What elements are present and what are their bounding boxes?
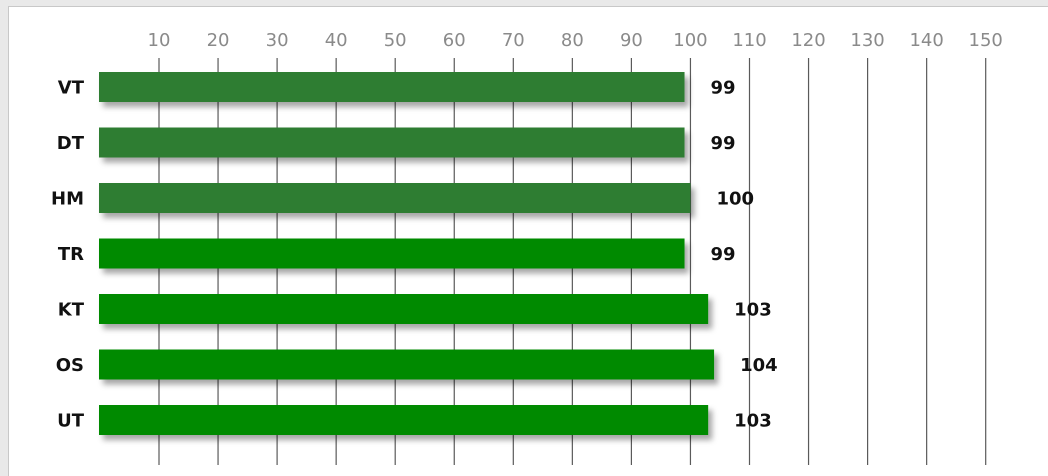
x-tick-label: 90 <box>620 30 643 51</box>
category-label: HM <box>51 189 84 210</box>
labels: 10 20 30 40 50 60 70 80 90 100 110 120 130 140 150 VT 99… <box>51 30 1003 432</box>
bar-dt <box>99 127 685 158</box>
category-label: DT <box>57 133 85 154</box>
bars <box>99 72 715 435</box>
x-tick-label: 100 <box>673 30 707 51</box>
value-label: 103 <box>734 300 772 321</box>
bar-ut <box>99 405 709 435</box>
x-tick-label: 80 <box>561 30 584 51</box>
value-label: 103 <box>734 411 772 432</box>
category-label: KT <box>58 300 85 321</box>
value-label: 104 <box>740 355 778 376</box>
x-tick-label: 110 <box>732 30 766 51</box>
x-tick-label: 70 <box>502 30 525 51</box>
x-tick-label: 150 <box>969 30 1003 51</box>
x-tick-label: 120 <box>791 30 825 51</box>
x-tick-label: 20 <box>207 30 230 51</box>
bar-os <box>99 349 715 380</box>
bar-hm <box>99 183 691 213</box>
value-label: 100 <box>716 189 754 210</box>
bar-kt <box>99 294 709 324</box>
x-tick-label: 30 <box>266 30 289 51</box>
x-tick-label: 130 <box>850 30 884 51</box>
value-label: 99 <box>711 78 736 99</box>
x-tick-label: 40 <box>325 30 348 51</box>
x-tick-label: 60 <box>443 30 466 51</box>
category-label: OS <box>56 355 84 376</box>
value-label: 99 <box>711 244 736 265</box>
value-label: 99 <box>711 133 736 154</box>
x-tick-label: 10 <box>148 30 171 51</box>
bar-vt <box>99 72 685 102</box>
category-label: TR <box>58 244 84 265</box>
x-tick-label: 140 <box>909 30 943 51</box>
category-label: UT <box>57 411 85 432</box>
x-tick-label: 50 <box>384 30 407 51</box>
bar-tr <box>99 238 685 269</box>
category-label: VT <box>58 78 85 99</box>
